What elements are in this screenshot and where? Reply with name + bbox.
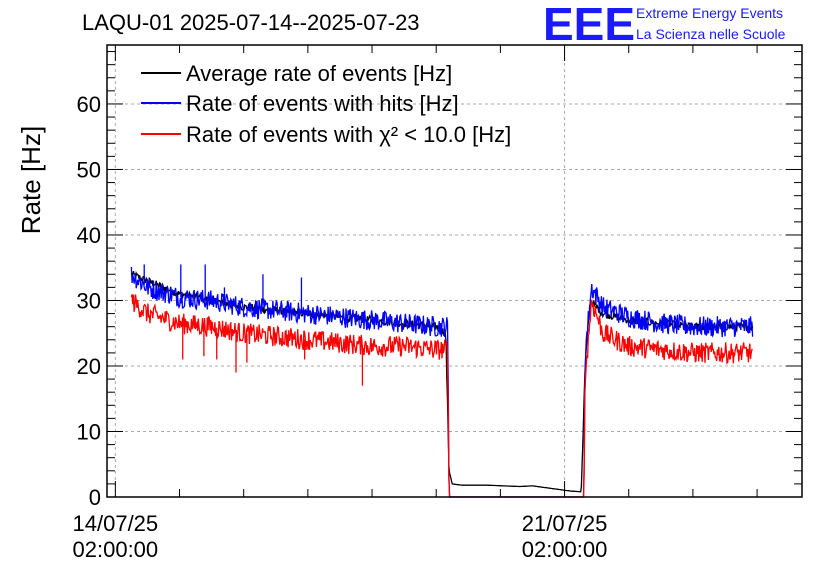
y-tick-label: 20 bbox=[77, 354, 101, 379]
y-tick-label: 50 bbox=[77, 157, 101, 182]
legend-label-1: Rate of events with hits [Hz] bbox=[186, 91, 459, 116]
eee-logo-mark: EEE bbox=[543, 0, 635, 50]
series-line-1 bbox=[130, 266, 754, 498]
axis-ticks: 010203040506014/07/2502:00:0021/07/2502:… bbox=[73, 45, 802, 562]
legend-label-2: Rate of events with χ² < 10.0 [Hz] bbox=[186, 122, 511, 147]
y-tick-label: 40 bbox=[77, 223, 101, 248]
x-tick-label-date: 14/07/25 bbox=[73, 511, 159, 536]
y-axis-label: Rate [Hz] bbox=[16, 126, 46, 234]
series-line-2 bbox=[130, 294, 753, 498]
chart-title: LAQU-01 2025-07-14--2025-07-23 bbox=[82, 10, 420, 35]
x-tick-label-time: 02:00:00 bbox=[522, 537, 608, 562]
data-series bbox=[130, 264, 754, 498]
eee-logo-line1: Extreme Energy Events bbox=[636, 5, 783, 21]
plot-frame bbox=[106, 44, 803, 498]
y-tick-label: 30 bbox=[77, 288, 101, 313]
y-tick-label: 10 bbox=[77, 419, 101, 444]
y-tick-label: 0 bbox=[89, 485, 101, 510]
eee-logo-line2: La Scienza nelle Scuole bbox=[636, 26, 786, 42]
y-tick-label: 60 bbox=[77, 92, 101, 117]
legend-label-0: Average rate of events [Hz] bbox=[186, 61, 452, 86]
x-tick-label-date: 21/07/25 bbox=[522, 511, 608, 536]
eee-logo: EEE Extreme Energy Events La Scienza nel… bbox=[543, 0, 786, 50]
legend: Average rate of events [Hz] Rate of event… bbox=[141, 61, 511, 147]
x-tick-label-time: 02:00:00 bbox=[73, 537, 159, 562]
